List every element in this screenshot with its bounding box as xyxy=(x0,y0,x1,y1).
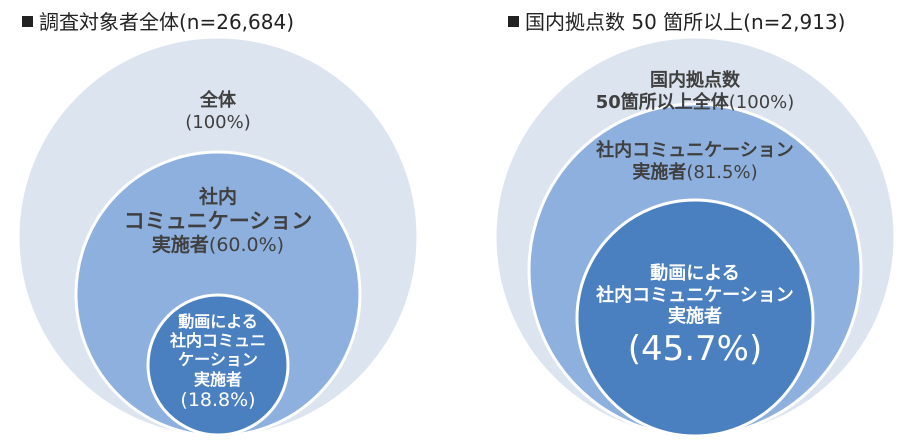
right-outer-line1: 国内拠点数 xyxy=(650,70,740,91)
left-inner-pct: (18.8%) xyxy=(180,388,256,411)
right-inner-label: 動画による 社内コミュニケーション 実施者 (45.7%) xyxy=(575,263,815,370)
square-bullet-icon xyxy=(22,16,33,27)
right-inner-line2: 社内コミュニケーション xyxy=(596,284,794,306)
right-middle-pct: (81.5%) xyxy=(686,161,758,183)
right-middle-label: 社内コミュニケーション 実施者(81.5%) xyxy=(565,140,825,183)
left-middle-line2: コミュニケーション xyxy=(123,208,313,233)
right-outer-line2-wrap: 50箇所以上全体(100%) xyxy=(596,92,795,113)
right-middle-line2-wrap: 実施者(81.5%) xyxy=(632,162,757,183)
left-inner-line3: ケーション xyxy=(178,350,258,370)
square-bullet-icon xyxy=(508,16,519,27)
right-middle-line2: 実施者 xyxy=(632,161,687,183)
left-outer-pct: (100%) xyxy=(185,111,251,133)
left-inner-line1: 動画による xyxy=(178,312,258,331)
right-panel-title: 国内拠点数 50 箇所以上(n=2,913) xyxy=(508,6,845,35)
right-outer-pct: (100%) xyxy=(728,91,795,113)
right-middle-line1: 社内コミュニケーション xyxy=(596,140,794,161)
right-title-text: 国内拠点数 50 箇所以上(n=2,913) xyxy=(525,10,846,34)
left-middle-line3: 実施者 xyxy=(151,233,209,256)
left-middle-label: 社内 コミュニケーション 実施者(60.0%) xyxy=(88,186,348,257)
left-inner-circle xyxy=(146,293,290,437)
left-panel-title: 調査対象者全体(n=26,684) xyxy=(22,6,294,35)
left-inner-label: 動画による 社内コミュニ ケーション 実施者 (18.8%) xyxy=(148,312,288,412)
right-outer-line2: 50箇所以上全体 xyxy=(595,91,729,113)
right-inner-line3: 実施者 xyxy=(668,306,722,328)
right-inner-line1: 動画による xyxy=(650,263,740,284)
left-middle-line3-wrap: 実施者(60.0%) xyxy=(152,234,284,256)
left-inner-line2: 社内コミュニ xyxy=(169,331,266,351)
left-middle-line1: 社内 xyxy=(198,186,237,208)
left-outer-label: 全体 (100%) xyxy=(118,90,318,133)
left-middle-pct: (60.0%) xyxy=(208,233,285,256)
left-inner-line4: 実施者 xyxy=(193,369,242,389)
right-inner-pct: (45.7%) xyxy=(627,328,763,369)
left-outer-name: 全体 xyxy=(200,90,236,111)
right-outer-label: 国内拠点数 50箇所以上全体(100%) xyxy=(575,70,815,113)
left-title-text: 調査対象者全体(n=26,684) xyxy=(39,10,295,34)
right-inner-circle xyxy=(575,198,815,438)
